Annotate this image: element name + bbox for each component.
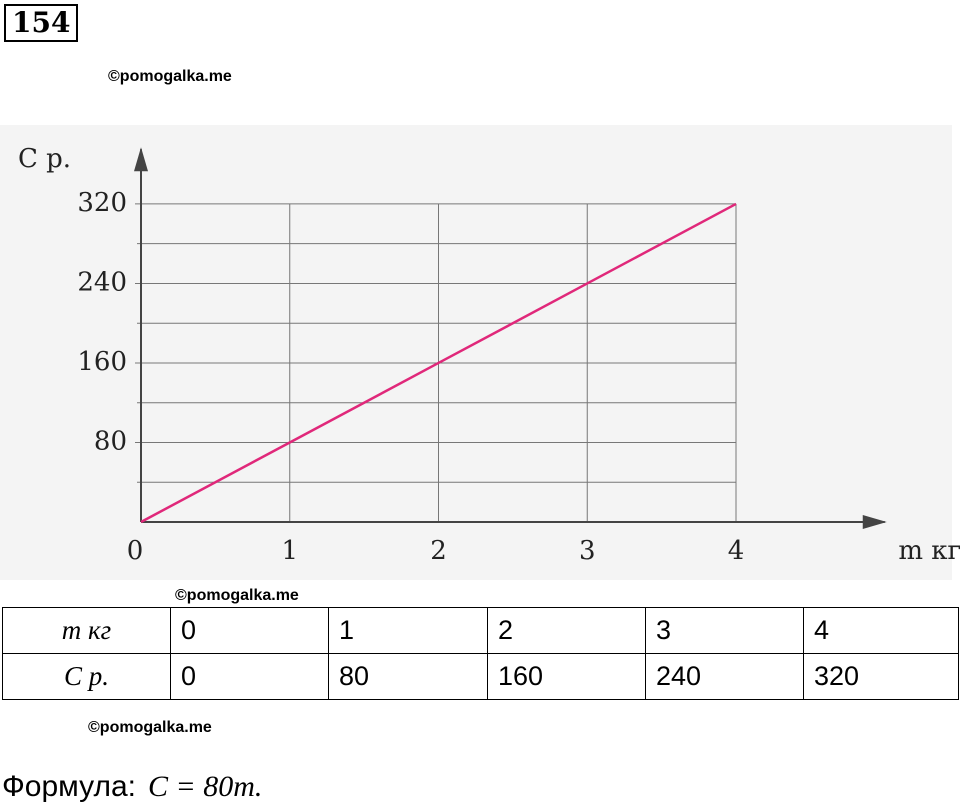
x-axis-arrow xyxy=(862,515,887,529)
table: m кг 0 1 2 3 4 C р. 0 80 160 240 320 xyxy=(2,607,959,700)
watermark: ©pomogalka.me xyxy=(88,719,212,736)
table-cell: 0 xyxy=(170,653,329,700)
y-tick-label: 80 xyxy=(94,426,127,456)
table-cell: 0 xyxy=(170,607,329,654)
data-line xyxy=(140,202,737,524)
table-cell: 3 xyxy=(645,607,804,654)
chart-background xyxy=(0,125,952,580)
x-tick-label: 1 xyxy=(281,536,298,566)
table-row: C р. 0 80 160 240 320 xyxy=(2,653,959,700)
x-tick-label: 3 xyxy=(579,536,596,566)
chart: 0 1 2 3 4 80 160 240 320 m кг C р. xyxy=(0,125,960,580)
y-tick-label: 320 xyxy=(77,188,127,218)
table-row: m кг 0 1 2 3 4 xyxy=(2,607,959,654)
y-axis-label: C р. xyxy=(18,144,71,174)
y-axis-arrow xyxy=(134,147,148,172)
table-cell: 320 xyxy=(803,653,959,700)
formula: Формула: C = 80m. xyxy=(2,770,262,804)
x-tick-label: 4 xyxy=(728,536,745,566)
y-tick-label: 160 xyxy=(77,347,127,377)
table-cell: 80 xyxy=(328,653,488,700)
watermark: ©pomogalka.me xyxy=(108,68,232,85)
table-cell: m кг xyxy=(2,607,171,654)
x-axis-label: m кг xyxy=(898,536,960,566)
table-cell: C р. xyxy=(2,653,171,700)
formula-expression: C = 80m. xyxy=(148,770,263,803)
watermark: ©pomogalka.me xyxy=(175,587,299,604)
table-cell: 160 xyxy=(487,653,646,700)
table-cell: 240 xyxy=(645,653,804,700)
table-cell: 1 xyxy=(328,607,488,654)
x-tick-label: 0 xyxy=(127,536,144,566)
y-tick-label: 240 xyxy=(77,267,127,297)
table-cell: 2 xyxy=(487,607,646,654)
table-cell: 4 xyxy=(803,607,959,654)
x-tick-label: 2 xyxy=(430,536,447,566)
formula-label: Формула: xyxy=(2,770,137,803)
problem-number: 154 xyxy=(4,4,79,42)
